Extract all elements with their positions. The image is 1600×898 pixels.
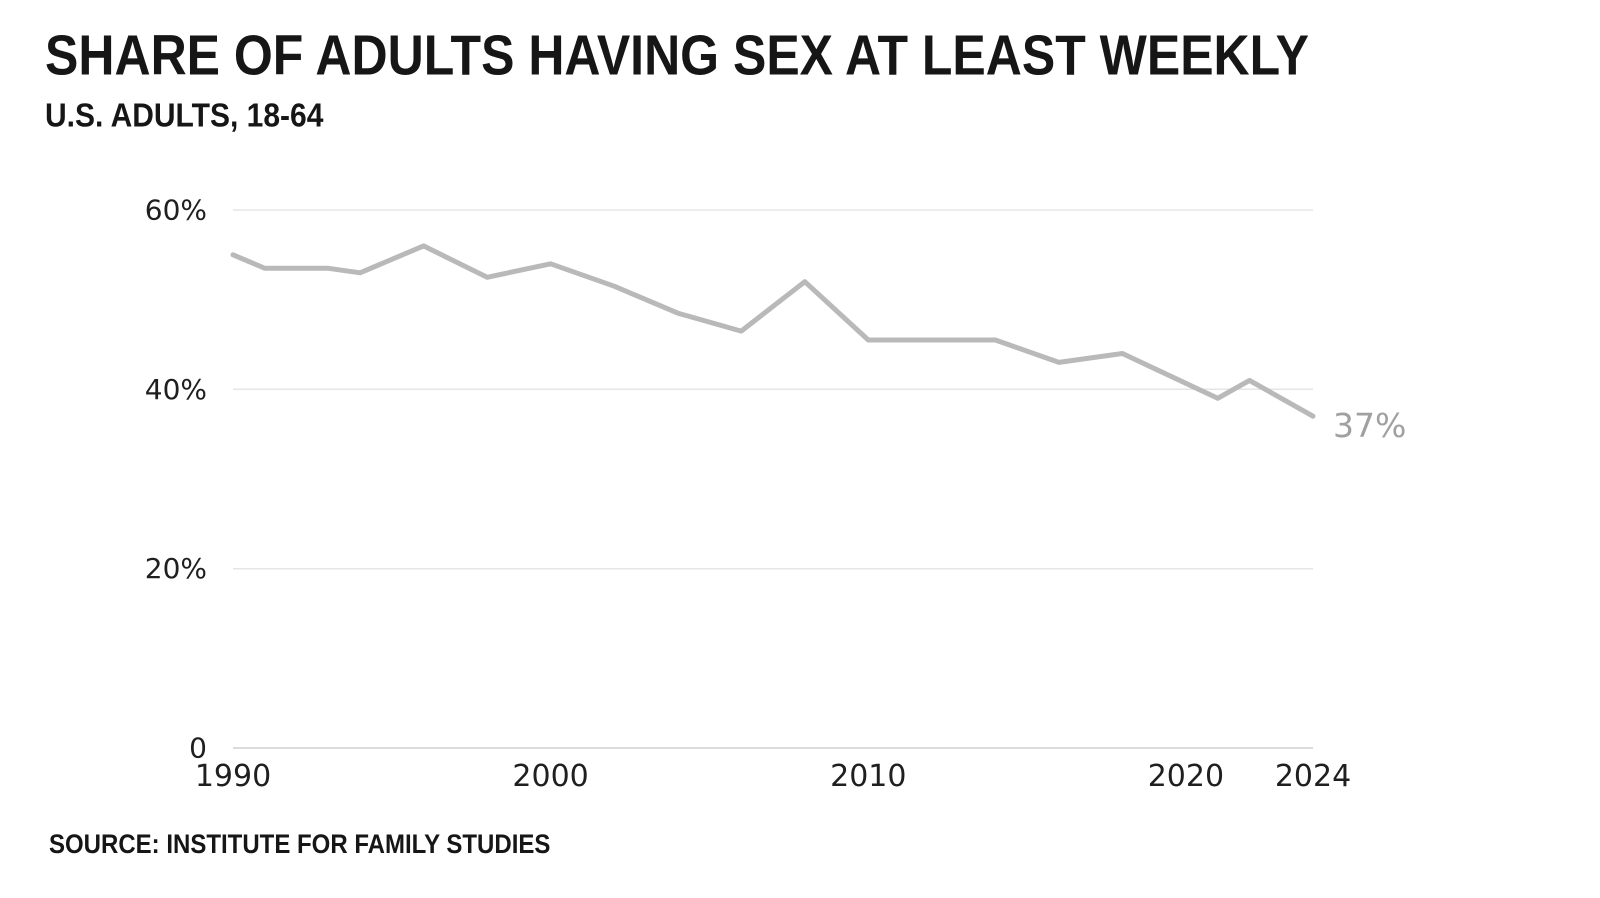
data-line-series: [230, 243, 1316, 419]
x-tick-label: 2000: [512, 759, 588, 794]
chart-subtitle: U.S. ADULTS, 18-64: [45, 98, 324, 135]
y-tick-label: 0: [189, 732, 207, 765]
y-tick-label: 20%: [145, 552, 207, 585]
x-tick-label: 2010: [830, 759, 906, 794]
x-tick-label: 1990: [195, 759, 271, 794]
x-tick-label: 2020: [1148, 759, 1224, 794]
y-tick-label: 40%: [145, 373, 207, 406]
source-note: SOURCE: INSTITUTE FOR FAMILY STUDIES: [49, 830, 551, 860]
x-tick-label: 2024: [1275, 759, 1351, 794]
end-value-label: 37%: [1333, 406, 1406, 445]
y-tick-label: 60%: [145, 194, 207, 227]
chart-title: SHARE OF ADULTS HAVING SEX AT LEAST WEEK…: [45, 23, 1309, 87]
